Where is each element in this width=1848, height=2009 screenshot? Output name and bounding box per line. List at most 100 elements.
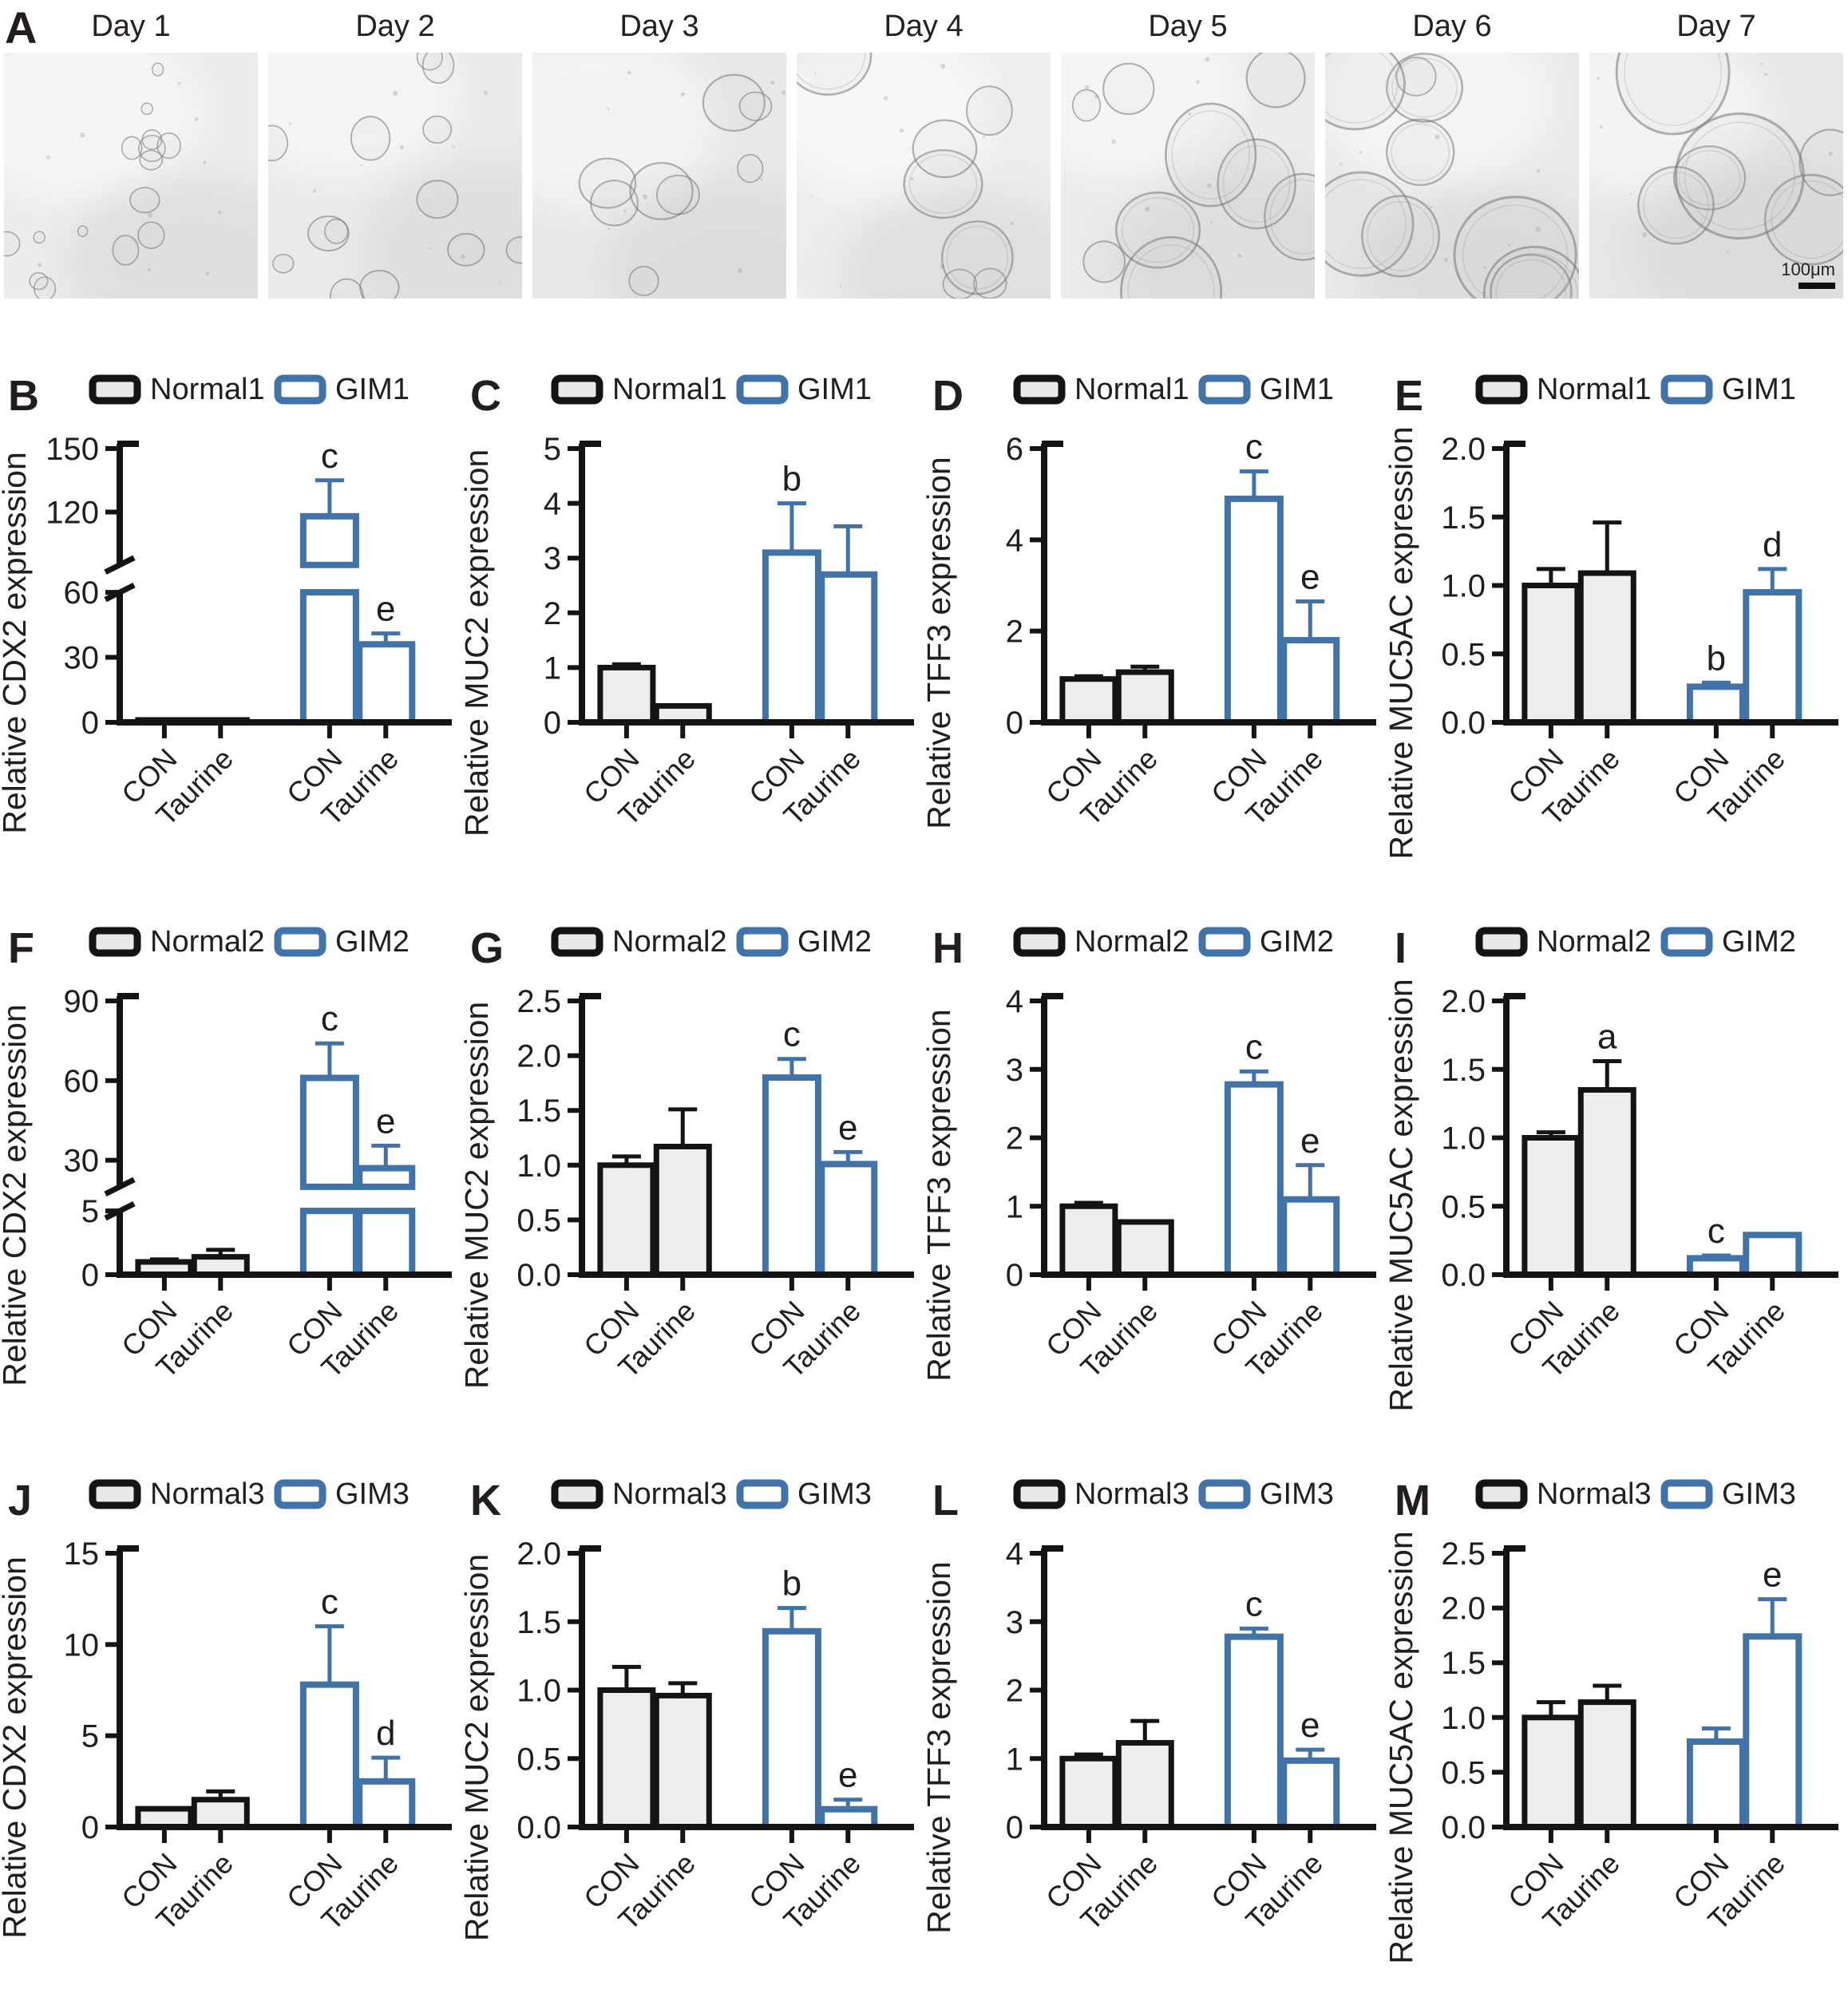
microscopy-day7: Day 7 100μm (1589, 0, 1843, 299)
sig-label: c (321, 999, 338, 1038)
legend-label: Normal1 (612, 373, 727, 406)
organoid (972, 267, 1007, 299)
organoid (33, 231, 46, 244)
bar-gim (1743, 1633, 1802, 1830)
organoid (156, 132, 181, 160)
debris-dot (429, 247, 431, 250)
y-tick-label: 0.0 (1441, 706, 1486, 741)
y-axis-title: Relative TFF3 expression (924, 1561, 957, 1933)
microscopy-day3: Day 3 (532, 0, 786, 299)
legend-label: Normal2 (1074, 925, 1189, 959)
bar-normal (1522, 583, 1581, 726)
light-blob (268, 53, 460, 180)
y-tick-label: 1 (1006, 1742, 1023, 1777)
sig-label: b (1707, 639, 1726, 678)
organoid (797, 53, 873, 96)
y-tick-label: 90 (64, 984, 100, 1019)
organoid (151, 62, 164, 77)
legend-swatch-normal (1013, 927, 1066, 957)
bar-normal (1115, 669, 1174, 726)
y-tick-label: 2.0 (1441, 432, 1486, 467)
debris-dot (313, 188, 317, 192)
sig-label: d (376, 1714, 395, 1753)
debris-dot (205, 271, 210, 276)
organoid (1386, 118, 1455, 187)
debris-dot (899, 128, 904, 133)
debris-dot (1683, 141, 1686, 144)
y-tick-label: 30 (64, 1144, 100, 1179)
debris-dot (1535, 227, 1541, 232)
sig-label: e (1300, 1121, 1320, 1161)
shade-blob (64, 176, 258, 299)
y-tick-label: 4 (1006, 984, 1023, 1019)
organoid (1245, 53, 1306, 109)
organoid (138, 134, 166, 163)
legend-label: Normal3 (612, 1477, 727, 1511)
microscopy-image (532, 53, 786, 299)
y-tick-label: 0.5 (516, 1742, 561, 1777)
y-tick-label: 0 (81, 706, 99, 741)
legend-swatch-normal (551, 1479, 603, 1509)
organoid (1102, 62, 1155, 116)
organoid (629, 162, 694, 220)
y-tick-label: 1.5 (516, 1605, 561, 1640)
organoid (965, 85, 1013, 136)
debris-dot (1763, 73, 1768, 77)
organoid-inner (1462, 204, 1569, 299)
debris-dot (1237, 254, 1241, 258)
organoid-inner (908, 154, 978, 214)
day-label: Day 5 (1148, 9, 1228, 43)
debris-dot (194, 117, 199, 121)
light-blob (797, 53, 999, 198)
legend-swatch-gim (736, 927, 789, 957)
debris-dot (810, 195, 813, 197)
sig-label: c (1245, 1584, 1263, 1623)
y-tick-label: 2 (1006, 1121, 1023, 1157)
chart-panel-I: I Normal2 GIM2 Relative MUC5AC expression a c… (1387, 924, 1838, 1412)
bar-gim (1224, 1633, 1284, 1830)
y-axis-title: Relative MUC5AC expression (1387, 1531, 1419, 1964)
y-tick-label: 0 (81, 1810, 99, 1845)
organoid (129, 187, 160, 214)
debris-dot (1145, 206, 1150, 212)
sig-label: a (1597, 1017, 1617, 1056)
bar-gim (356, 641, 416, 726)
y-tick-label: 4 (544, 487, 561, 522)
microscopy-day4: Day 4 (797, 0, 1051, 299)
light-blob (1061, 53, 1243, 179)
y-tick-label: 5 (544, 432, 561, 467)
organoid (1453, 196, 1577, 299)
debris-dot (1207, 183, 1212, 188)
legend-swatch-gim (1660, 1479, 1713, 1509)
organoid (77, 225, 89, 238)
organoid (141, 129, 163, 150)
y-tick-label: 0.0 (516, 1258, 561, 1293)
debris-dot (910, 177, 914, 181)
legend-swatch-normal (89, 1479, 141, 1509)
sig-label: b (782, 460, 801, 499)
y-axis-title: Relative MUC2 expression (462, 449, 495, 836)
sig-label: e (1763, 1556, 1782, 1595)
organoid (268, 125, 289, 162)
organoid (1120, 235, 1223, 299)
y-tick-label: 1.0 (1441, 569, 1486, 604)
y-axis-title: Relative CDX2 expression (0, 452, 33, 834)
debris-dot (607, 107, 610, 110)
day-label: Day 6 (1412, 9, 1492, 43)
organoid (421, 53, 455, 84)
panel-letter: E (1395, 372, 1423, 420)
organoid (1325, 53, 1406, 131)
y-tick-label: 150 (46, 432, 99, 467)
y-tick-label: 2.0 (516, 1039, 561, 1074)
organoid (1165, 102, 1257, 208)
sig-label: c (783, 1015, 801, 1054)
debris-dot (1484, 291, 1487, 295)
organoid-inner (1624, 53, 1723, 126)
organoid (702, 73, 766, 132)
debris-dot (218, 210, 222, 215)
y-tick-label: 0 (81, 1258, 99, 1293)
organoid-inner (1325, 179, 1407, 270)
